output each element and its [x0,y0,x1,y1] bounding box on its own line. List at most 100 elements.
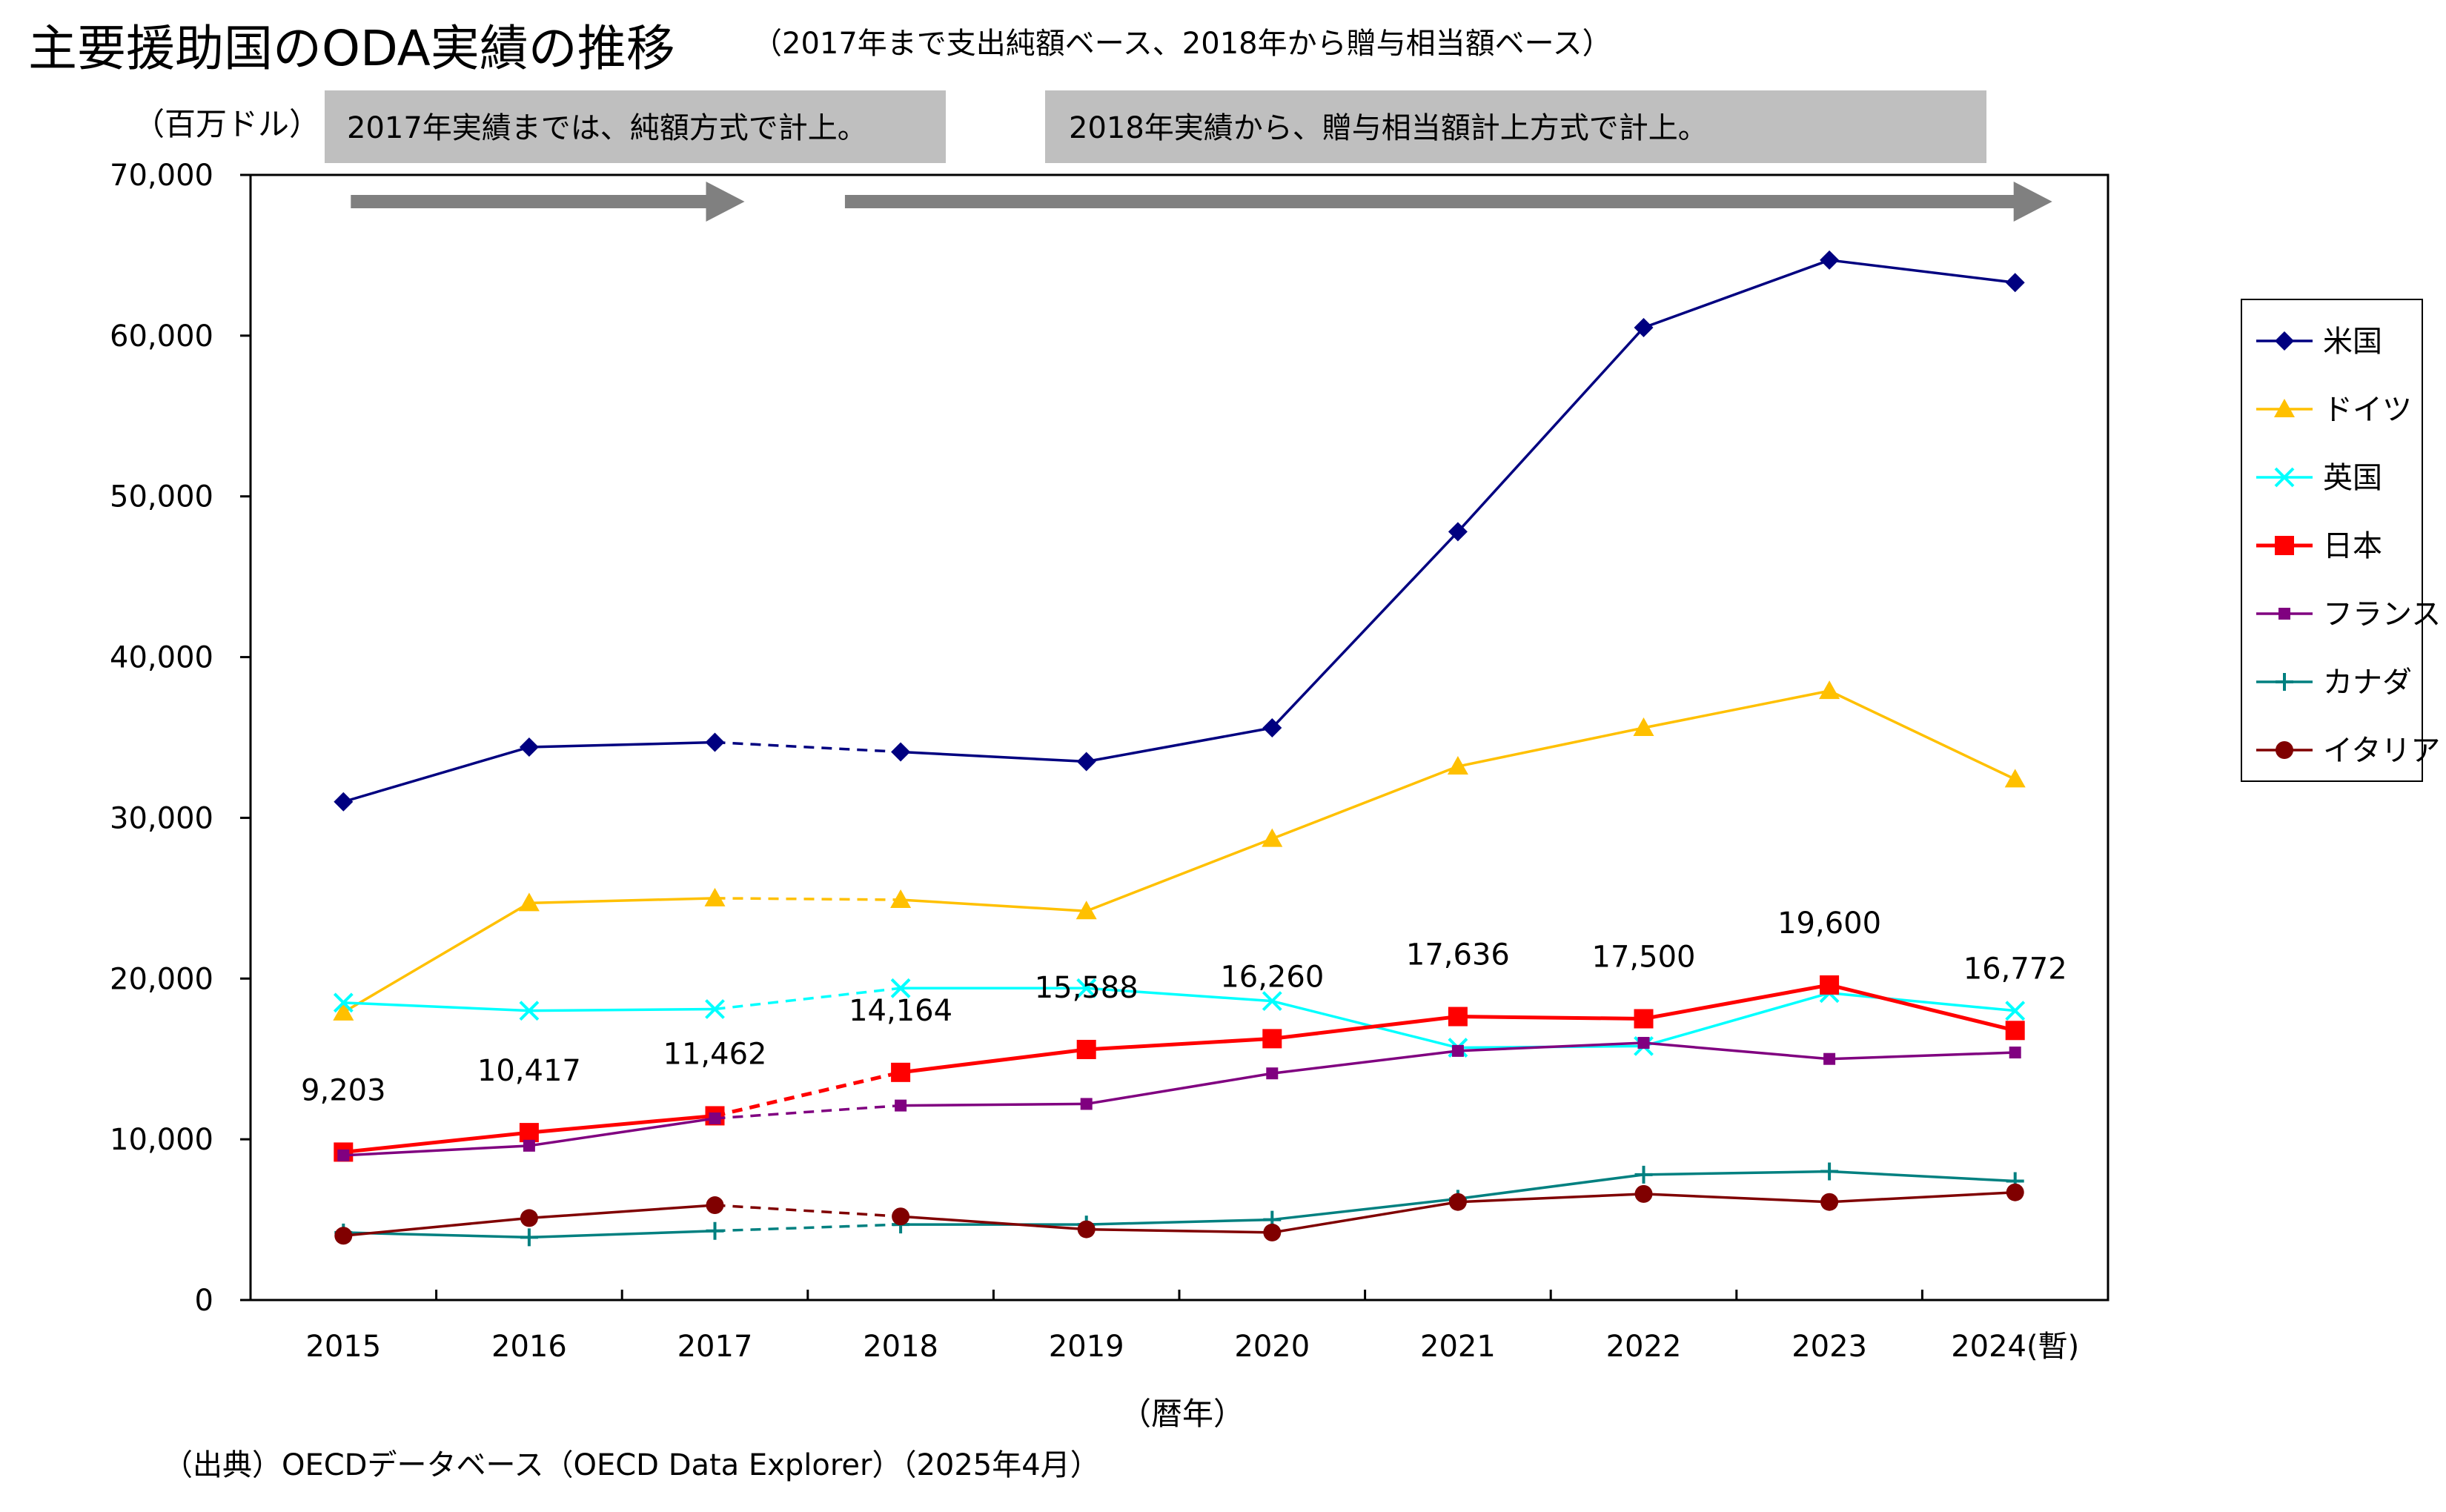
series-line-segment [1457,1041,1644,1052]
x-tick-label: 2024(暫) [1951,1330,2079,1364]
chart-title: 主要援助国のODA実績の推移 [28,20,675,77]
data-point [891,742,911,762]
series-line-segment [343,1144,529,1157]
x-tick-label: 2019 [1049,1330,1124,1364]
series-line-segment [1086,1227,1273,1234]
source-note: （出典）OECDデータベース（OECD Data Explorer）（2025年… [163,1448,1100,1482]
data-point [1637,1037,1650,1050]
data-label: 17,500 [1592,941,1696,975]
data-point [1451,1044,1464,1057]
data-point [706,1196,724,1215]
legend-swatch-marker [2275,331,2294,351]
series-5 [334,1162,2024,1247]
series-layer [333,250,2026,1247]
x-axis: 2015 2016 2017 2018 2019 2020 2021 2022 2023 2024… [305,1290,2079,1364]
series-line-segment [528,740,715,749]
series-line-segment [1086,1218,1273,1226]
y-tick-label: 30,000 [110,801,213,835]
series-line-segment [1829,689,2016,780]
data-point [2005,273,2025,293]
y-tick-label: 20,000 [110,962,213,996]
y-tick-label: 60,000 [110,319,213,354]
legend-label: 米国 [2323,325,2382,359]
series-line-segment [343,1001,529,1012]
legend-swatch-marker [2276,741,2293,759]
data-label: 10,417 [477,1054,581,1088]
series-line-segment [1272,1197,1459,1221]
series-line-segment [1829,992,2015,1012]
data-point [333,1001,354,1021]
data-point [1820,250,1840,270]
legend-swatch-marker [2276,673,2293,691]
series-line-segment [1272,1015,1459,1041]
series-1 [333,680,2026,1021]
legend-item: カナダ [2256,666,2412,700]
legend-frame [2241,299,2423,782]
x-tick-label: 2023 [1792,1330,1867,1364]
data-point [1633,717,1654,736]
series-0 [334,250,2025,812]
data-point [519,1123,539,1143]
series-line-segment [1457,1173,1644,1201]
series-line-segment [342,746,530,803]
series-line-segment [343,1216,530,1237]
series-line-segment [715,987,901,1011]
series-line-segment [1457,726,1644,768]
x-tick-label: 2018 [863,1330,938,1364]
series-line-segment [1086,1072,1273,1106]
data-point [705,999,725,1019]
data-point [705,732,725,752]
data-point [334,792,354,812]
series-line-segment [1829,1051,2015,1061]
net-basis-note-box [325,90,946,163]
series-4 [337,1037,2021,1161]
series-line-segment [1643,983,1830,1021]
data-label: 16,772 [1963,952,2067,986]
data-point [1262,991,1282,1012]
legend-swatch-marker [2274,399,2295,417]
x-tick-label: 2021 [1420,1330,1496,1364]
series-line-segment [715,1204,901,1218]
data-point [891,1062,911,1082]
data-point [518,892,540,912]
legend-label: イタリア [2323,734,2440,768]
data-label: 9,203 [301,1073,386,1107]
series-line-segment [1271,999,1459,1050]
data-point [1263,1223,1282,1241]
legend-label: フランス [2323,597,2441,631]
series-line-segment [528,897,715,905]
series-line-segment [1643,1193,1830,1204]
data-point [2006,1183,2024,1201]
x-tick-label: 2015 [305,1330,381,1364]
data-label: 19,600 [1777,906,1881,941]
series-line-segment [715,1104,901,1120]
net-basis-arrow [351,182,745,222]
x-tick-label: 2017 [677,1330,753,1364]
data-point [706,1221,724,1240]
series-line-segment [343,1130,530,1154]
data-point [334,1227,353,1245]
data-point [1076,978,1097,998]
data-point [895,1099,907,1112]
grant-basis-arrow [844,182,2052,222]
data-point [1634,1184,1653,1203]
series-line-segment [528,1117,715,1147]
series-line-segment [1086,726,1273,763]
data-label: 15,588 [1035,971,1139,1005]
data-point [704,887,726,906]
data-point [1820,1193,1839,1211]
data-point [1820,1162,1839,1181]
y-axis: 0 10,000 20,000 30,000 40,000 50,000 60,000 70,… [110,159,251,1318]
data-point [1820,975,1840,995]
series-line-segment [900,898,1087,912]
legend-label: ドイツ [2323,393,2412,427]
series-line-segment [1643,1041,1830,1061]
series-line-segment [1829,1170,2015,1183]
legend-label: 日本 [2323,529,2382,563]
data-point [1262,828,1283,847]
data-point [1448,1007,1468,1027]
series-line-segment [901,750,1087,763]
data-point [1080,1098,1093,1110]
data-point [890,978,911,998]
